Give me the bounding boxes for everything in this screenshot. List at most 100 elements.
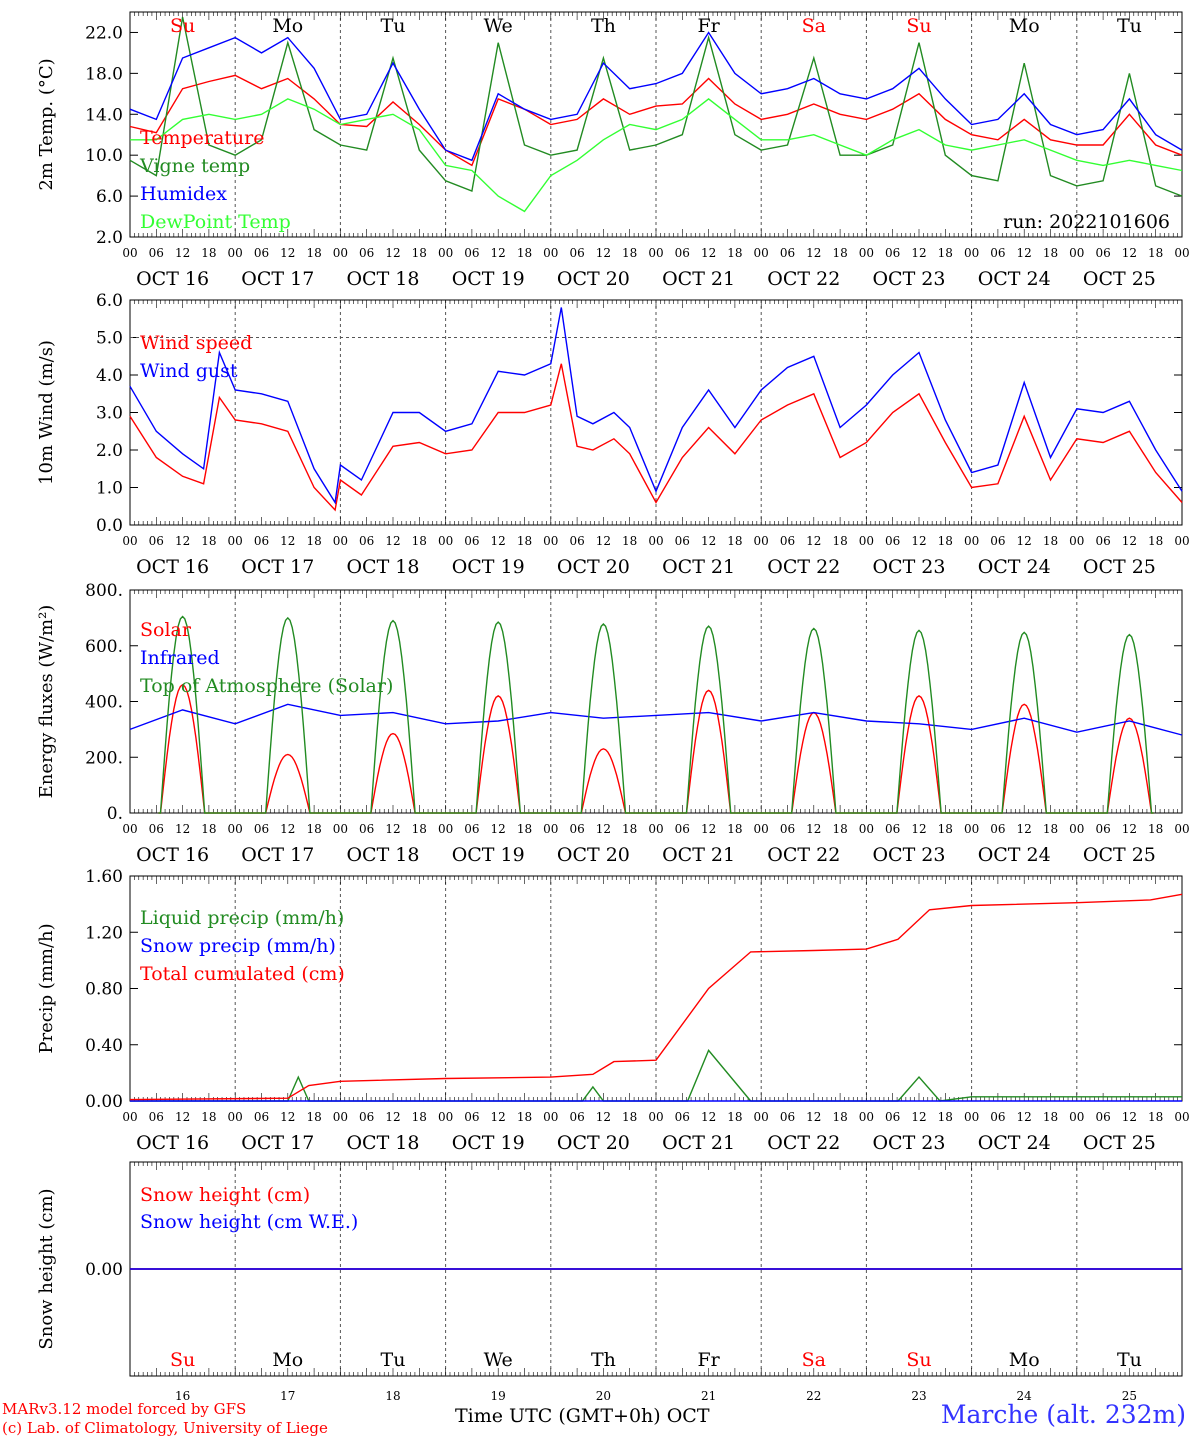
hour-tick-label: 12 bbox=[175, 822, 190, 836]
hour-tick-label: 12 bbox=[491, 246, 506, 260]
date-label: OCT 16 bbox=[136, 1132, 209, 1154]
date-label: OCT 17 bbox=[241, 1132, 314, 1154]
date-label: OCT 25 bbox=[1083, 556, 1156, 578]
y-tick-label: 3.0 bbox=[96, 404, 123, 424]
weekday-label: We bbox=[484, 15, 513, 37]
hour-tick-label: 18 bbox=[412, 1110, 427, 1124]
hour-tick-label: 00 bbox=[122, 246, 137, 260]
hour-tick-label: 06 bbox=[1095, 822, 1110, 836]
date-label: OCT 18 bbox=[346, 1132, 419, 1154]
y-tick-label: 0.00 bbox=[85, 1092, 123, 1112]
hour-tick-label: 00 bbox=[333, 822, 348, 836]
weekday-label: Mo bbox=[1009, 15, 1040, 37]
hour-tick-label: 06 bbox=[359, 534, 374, 548]
date-label: OCT 22 bbox=[767, 556, 840, 578]
date-label: OCT 21 bbox=[662, 268, 735, 290]
date-label: OCT 23 bbox=[872, 556, 945, 578]
hour-tick-label: 12 bbox=[280, 246, 295, 260]
hour-tick-label: 06 bbox=[885, 822, 900, 836]
hour-tick-label: 00 bbox=[1069, 534, 1084, 548]
y-tick-label: 10.0 bbox=[85, 146, 123, 166]
date-label: OCT 20 bbox=[557, 844, 630, 866]
hour-tick-label: 12 bbox=[911, 1110, 926, 1124]
hour-tick-label: 00 bbox=[228, 1110, 243, 1124]
date-label: OCT 21 bbox=[662, 556, 735, 578]
series-line bbox=[129, 31, 1183, 162]
hour-tick-label: 06 bbox=[359, 246, 374, 260]
hour-tick-label: 06 bbox=[569, 534, 584, 548]
panel-1: 2.0 6.0 10.0 14.0 18.0 22.0 2m Temp. (°C) Tempe… bbox=[36, 11, 1190, 290]
day-number-label: 20 bbox=[596, 1389, 611, 1403]
y-tick-label: 2.0 bbox=[96, 228, 123, 248]
y-tick-label: 5.0 bbox=[96, 329, 123, 349]
hour-tick-label: 12 bbox=[1017, 534, 1032, 548]
hour-tick-label: 18 bbox=[517, 534, 532, 548]
y-tick-label: 400. bbox=[85, 693, 123, 713]
hour-tick-label: 18 bbox=[1043, 246, 1058, 260]
plot-frame bbox=[129, 11, 1183, 238]
legend-entry: Wind gust bbox=[140, 360, 238, 382]
legend-entry: Temperature bbox=[140, 127, 264, 149]
weekday-label: Su bbox=[170, 15, 195, 37]
hour-tick-label: 18 bbox=[412, 822, 427, 836]
hour-tick-label: 00 bbox=[964, 1110, 979, 1124]
hour-tick-label: 12 bbox=[280, 534, 295, 548]
hour-tick-label: 00 bbox=[859, 534, 874, 548]
hour-tick-label: 12 bbox=[1122, 246, 1137, 260]
date-label: OCT 24 bbox=[978, 1132, 1051, 1154]
day-number-label: 25 bbox=[1122, 1389, 1137, 1403]
hour-tick-label: 06 bbox=[675, 534, 690, 548]
hour-tick-label: 12 bbox=[385, 534, 400, 548]
footer-model: MARv3.12 model forced by GFS bbox=[2, 1400, 247, 1418]
hour-tick-label: 00 bbox=[333, 534, 348, 548]
day-number-label: 17 bbox=[280, 1389, 295, 1403]
hour-tick-label: 00 bbox=[333, 1110, 348, 1124]
date-label: OCT 16 bbox=[136, 268, 209, 290]
legend-entry: Wind speed bbox=[140, 332, 252, 354]
day-number-label: 18 bbox=[385, 1389, 400, 1403]
panel-3: 0. 200. 400. 600. 800. Energy fluxes (W/m²) So… bbox=[36, 581, 1190, 866]
hour-tick-label: 00 bbox=[859, 246, 874, 260]
hour-tick-label: 00 bbox=[859, 822, 874, 836]
hour-tick-label: 18 bbox=[306, 822, 321, 836]
hour-tick-label: 00 bbox=[964, 534, 979, 548]
hour-tick-label: 00 bbox=[754, 822, 769, 836]
hour-tick-label: 12 bbox=[701, 1110, 716, 1124]
weekday-label: Th bbox=[591, 1349, 616, 1371]
weekday-label: We bbox=[484, 1349, 513, 1371]
hour-tick-label: 06 bbox=[569, 1110, 584, 1124]
weekday-label: Tu bbox=[381, 15, 406, 37]
hour-tick-label: 00 bbox=[1174, 246, 1189, 260]
hour-tick-label: 12 bbox=[911, 534, 926, 548]
date-label: OCT 24 bbox=[978, 556, 1051, 578]
hour-tick-label: 12 bbox=[596, 246, 611, 260]
y-tick-label: 600. bbox=[85, 637, 123, 657]
hour-tick-label: 00 bbox=[122, 534, 137, 548]
y-tick-label: 2.0 bbox=[96, 441, 123, 461]
hour-tick-label: 18 bbox=[727, 246, 742, 260]
hour-tick-label: 18 bbox=[517, 822, 532, 836]
weekday-label: Tu bbox=[1117, 15, 1142, 37]
hour-tick-label: 06 bbox=[464, 822, 479, 836]
hour-tick-label: 12 bbox=[596, 1110, 611, 1124]
hour-tick-label: 18 bbox=[201, 246, 216, 260]
y-tick-label: 1.20 bbox=[85, 923, 123, 943]
hour-tick-label: 18 bbox=[727, 822, 742, 836]
date-label: OCT 18 bbox=[346, 844, 419, 866]
hour-tick-label: 12 bbox=[175, 246, 190, 260]
y-tick-label: 6.0 bbox=[96, 187, 123, 207]
hour-tick-label: 00 bbox=[438, 1110, 453, 1124]
date-label: OCT 17 bbox=[241, 268, 314, 290]
hour-tick-label: 00 bbox=[1174, 1110, 1189, 1124]
hour-tick-label: 00 bbox=[1069, 822, 1084, 836]
hour-tick-label: 00 bbox=[543, 1110, 558, 1124]
legend-entry: Snow precip (mm/h) bbox=[140, 935, 336, 957]
hour-tick-label: 00 bbox=[543, 246, 558, 260]
day-number-label: 24 bbox=[1017, 1389, 1033, 1403]
weekday-label: Fr bbox=[697, 15, 720, 37]
date-label: OCT 24 bbox=[978, 844, 1051, 866]
y-tick-label: 0.0 bbox=[96, 516, 123, 536]
hour-tick-label: 18 bbox=[622, 534, 637, 548]
hour-tick-label: 12 bbox=[1017, 822, 1032, 836]
